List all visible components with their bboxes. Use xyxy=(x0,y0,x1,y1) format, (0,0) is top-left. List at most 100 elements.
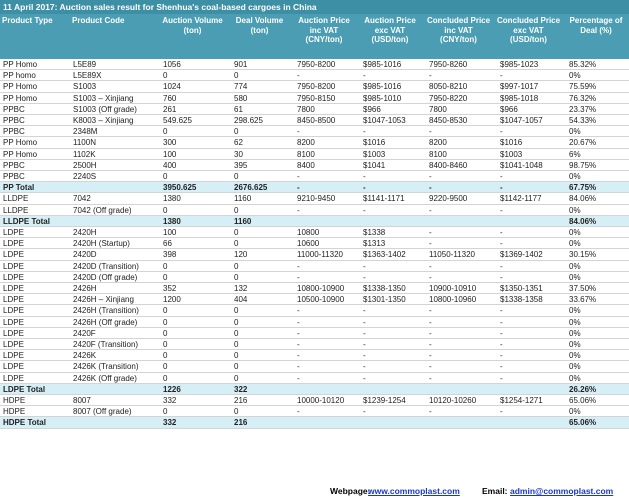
table-cell: 0 xyxy=(228,126,291,138)
table-cell: 2426H (Off grade) xyxy=(70,317,157,328)
webpage-link[interactable]: www.commoplast.com xyxy=(368,486,460,496)
table-cell: 0 xyxy=(228,361,291,373)
table-cell: 901 xyxy=(228,59,291,71)
table-cell: $1141-1171 xyxy=(357,193,423,205)
table-cell: - xyxy=(494,261,563,272)
table-cell: $1350-1351 xyxy=(494,283,563,295)
table-cell: 0% xyxy=(563,227,629,239)
table-cell: $1369-1402 xyxy=(494,249,563,261)
table-cell: - xyxy=(357,70,423,82)
table-cell: 98.75% xyxy=(563,160,629,171)
total-cell: - xyxy=(423,182,494,194)
column-header: Product Type xyxy=(0,14,70,59)
table-cell: 65.06% xyxy=(563,395,629,407)
table-cell: 2426H (Transition) xyxy=(70,305,157,317)
column-header: Product Code xyxy=(70,14,157,59)
table-cell: 2420F (Transition) xyxy=(70,339,157,351)
table-cell: - xyxy=(423,126,494,138)
table-cell: LDPE xyxy=(0,294,70,306)
table-cell: 10500-10900 xyxy=(291,294,357,306)
table-cell: HDPE xyxy=(0,406,70,418)
table-cell: PP Homo xyxy=(0,93,70,104)
table-cell: 10800-10960 xyxy=(423,294,494,306)
table-cell: 8007 (Off grade) xyxy=(70,406,157,418)
table-cell: 8007 xyxy=(70,395,157,407)
table-cell: $985-1016 xyxy=(357,81,423,93)
table-cell: - xyxy=(291,339,357,351)
table-cell: 7950-8260 xyxy=(423,59,494,71)
total-cell xyxy=(357,215,423,227)
table-cell: - xyxy=(423,272,494,283)
total-cell: HDPE Total xyxy=(0,417,70,429)
table-cell: LDPE xyxy=(0,305,70,317)
table-cell: 8100 xyxy=(291,149,357,160)
table-cell: HDPE xyxy=(0,395,70,407)
table-cell: - xyxy=(291,272,357,283)
table-cell: - xyxy=(423,70,494,82)
total-cell xyxy=(357,383,423,395)
table-cell: - xyxy=(357,272,423,283)
table-cell: 120 xyxy=(228,249,291,261)
table-cell: - xyxy=(357,406,423,418)
table-cell: 10120-10260 xyxy=(423,395,494,407)
column-header: Concluded Price inc VAT (CNY/ton) xyxy=(423,14,494,59)
table-cell: 0 xyxy=(228,70,291,82)
table-cell: - xyxy=(494,70,563,82)
table-cell: 2426H xyxy=(70,283,157,295)
table-cell: 7042 (Off grade) xyxy=(70,205,157,216)
table-cell: 8400 xyxy=(291,160,357,171)
table-cell: 0% xyxy=(563,339,629,351)
total-cell: 67.75% xyxy=(563,182,629,194)
table-cell: 774 xyxy=(228,81,291,93)
table-cell: - xyxy=(423,171,494,183)
total-cell: 322 xyxy=(228,383,291,395)
table-cell: LDPE xyxy=(0,227,70,239)
table-cell: LDPE xyxy=(0,317,70,328)
table-cell: 0 xyxy=(228,373,291,384)
table-cell: PP Homo xyxy=(0,149,70,160)
table-cell: - xyxy=(291,328,357,339)
table-cell: PP Homo xyxy=(0,59,70,71)
table-cell: - xyxy=(357,317,423,328)
total-cell: - xyxy=(357,182,423,194)
table-cell: LDPE xyxy=(0,238,70,250)
table-cell: 0% xyxy=(563,205,629,216)
table-cell: - xyxy=(423,361,494,373)
total-cell: 216 xyxy=(228,417,291,429)
table-cell: 8450-8530 xyxy=(423,115,494,127)
table-cell: - xyxy=(357,350,423,362)
table-cell: 0% xyxy=(563,305,629,317)
table-cell: - xyxy=(291,205,357,216)
table-cell: PPBC xyxy=(0,115,70,127)
total-cell: 84.06% xyxy=(563,215,629,227)
table-cell: 23.37% xyxy=(563,104,629,115)
table-cell: - xyxy=(423,317,494,328)
table-cell: 66 xyxy=(157,238,228,250)
email-label: Email: xyxy=(482,486,508,496)
table-cell: 7800 xyxy=(291,104,357,115)
table-cell: - xyxy=(494,339,563,351)
table-cell: 1056 xyxy=(157,59,228,71)
table-cell: 33.67% xyxy=(563,294,629,306)
table-cell: - xyxy=(291,70,357,82)
table-cell: $985-1018 xyxy=(494,93,563,104)
table-cell: 8200 xyxy=(423,137,494,149)
table-cell: - xyxy=(291,126,357,138)
table-cell: $1047-1057 xyxy=(494,115,563,127)
table-cell: $997-1017 xyxy=(494,81,563,93)
table-cell: 0 xyxy=(157,261,228,272)
table-cell: $1301-1350 xyxy=(357,294,423,306)
total-cell: LDPE Total xyxy=(0,383,70,395)
email-link[interactable]: admin@commoplast.com xyxy=(510,486,614,496)
table-cell: - xyxy=(494,227,563,239)
table-cell: - xyxy=(423,305,494,317)
table-cell: - xyxy=(494,205,563,216)
table-cell: 11050-11320 xyxy=(423,249,494,261)
table-cell: 76.32% xyxy=(563,93,629,104)
table-cell: 0% xyxy=(563,328,629,339)
table-cell: PP homo xyxy=(0,70,70,82)
table-cell: - xyxy=(494,126,563,138)
table-cell: PP Homo xyxy=(0,137,70,149)
total-cell: - xyxy=(291,182,357,194)
title: 11 April 2017: Auction sales result for … xyxy=(0,0,629,14)
